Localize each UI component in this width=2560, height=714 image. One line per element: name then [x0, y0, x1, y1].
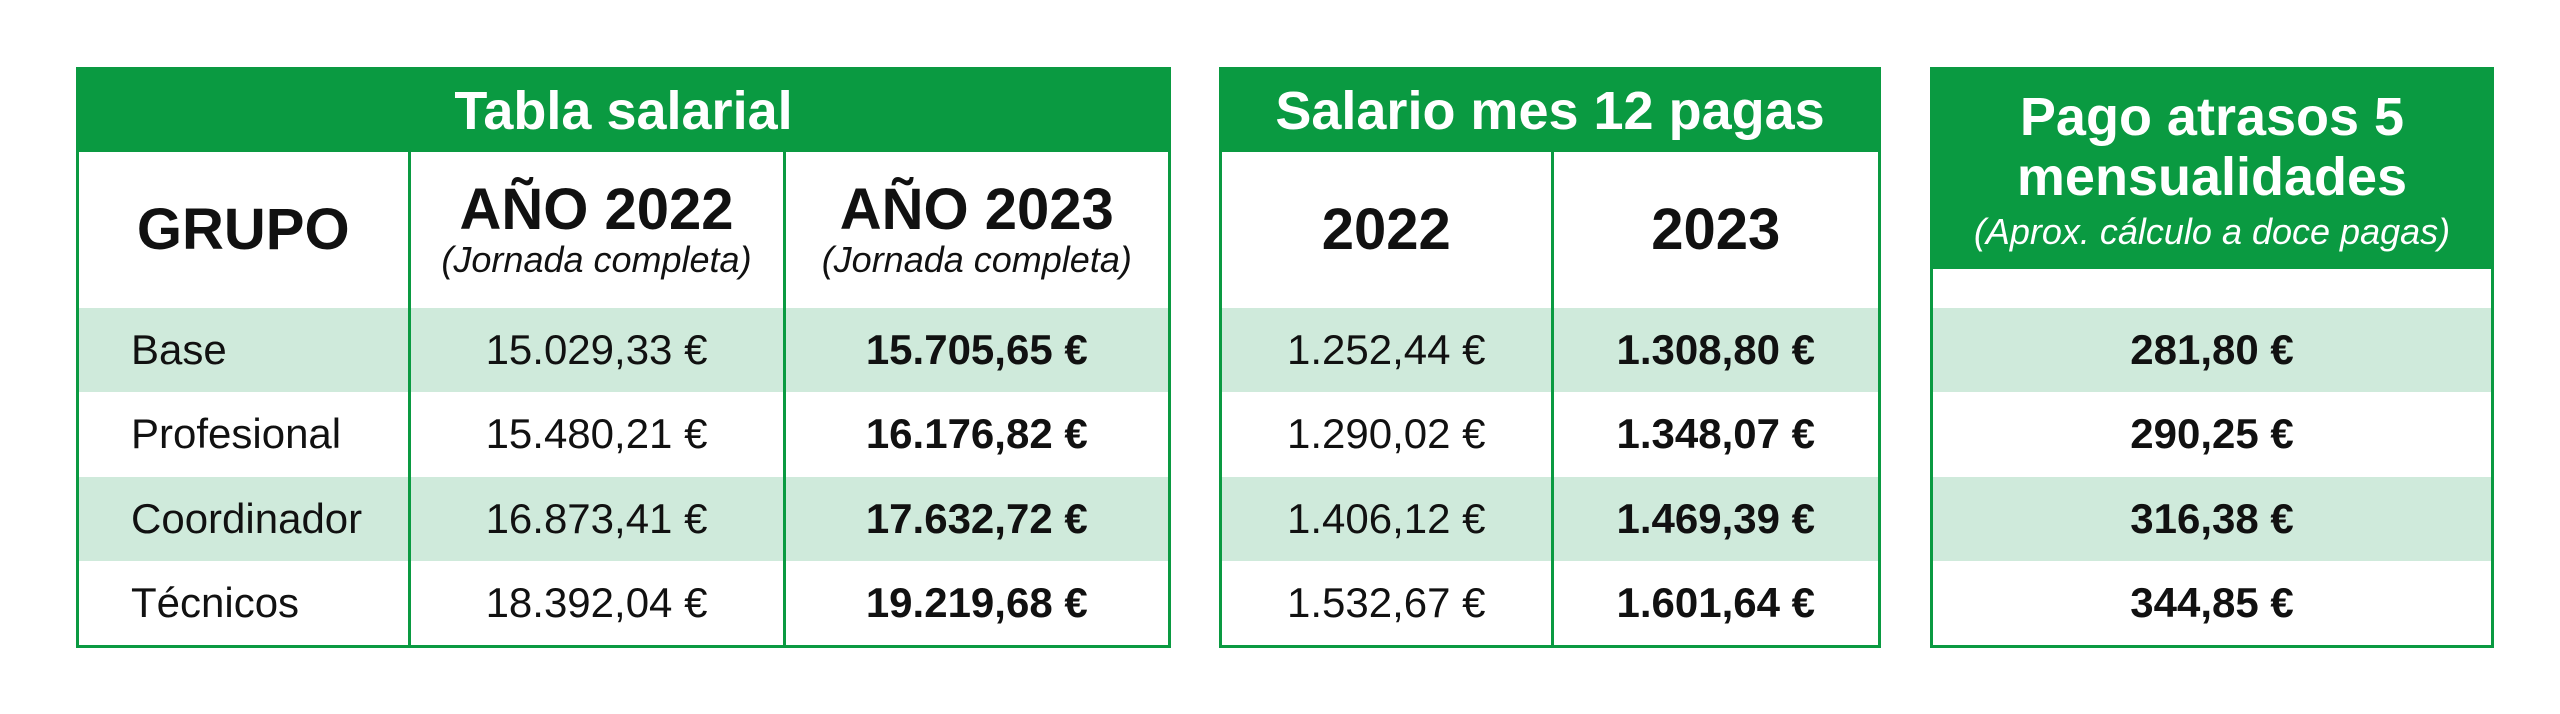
atrasos-cell: 316,38 € [1933, 476, 2491, 561]
mes-2023-header: 2023 [1550, 152, 1878, 309]
table-row: 1.252,44 € 1.308,80 € [1222, 308, 1878, 393]
year-2023-header: AÑO 2023 (Jornada completa) [782, 152, 1169, 309]
salary-2023-cell: 17.632,72 € [782, 476, 1169, 561]
mes-2022-cell: 1.532,67 € [1286, 578, 1486, 626]
mes-2023-cell: 1.348,07 € [1550, 392, 1878, 477]
mes-2022-cell: 1.290,02 € [1286, 410, 1486, 458]
year-2022-header: AÑO 2022 (Jornada completa) [407, 152, 784, 309]
grupo-cell: Base [79, 308, 409, 393]
salary-2023-cell: 19.219,68 € [782, 560, 1169, 645]
table-row: 316,38 € [1933, 476, 2491, 561]
mes-2022-header: 2022 [1321, 197, 1451, 263]
table-row: 290,25 € [1933, 392, 2491, 476]
grupo-cell: Técnicos [131, 578, 300, 626]
table-row: 281,80 € [1933, 308, 2491, 393]
table-row: Coordinador 16.873,41 € 17.632,72 € [79, 476, 1169, 561]
mes-2023-cell: 1.601,64 € [1550, 560, 1878, 645]
table-row: 344,85 € [1933, 561, 2491, 645]
year-2022-label: AÑO 2022 [459, 177, 734, 243]
salario-mes-panel: Salario mes 12 pagas 2022 2023 1.252,44 … [1219, 67, 1881, 648]
pago-atrasos-table: Pago atrasos 5 mensualidades (Aprox. cál… [1933, 70, 2491, 645]
mes-2023-cell: 1.469,39 € [1550, 476, 1878, 561]
atrasos-cell: 281,80 € [1933, 308, 2491, 393]
salario-mes-title: Salario mes 12 pagas [1222, 70, 1878, 153]
table-row: Técnicos 18.392,04 € 19.219,68 € [79, 560, 1169, 645]
salary-2023-cell: 15.705,65 € [782, 308, 1169, 393]
year-2022-sub: (Jornada completa) [441, 239, 752, 281]
salary-2022-cell: 15.029,33 € [407, 308, 784, 393]
pago-atrasos-header: Pago atrasos 5 mensualidades (Aprox. cál… [1933, 70, 2491, 270]
mes-2022-cell: 1.406,12 € [1222, 476, 1552, 561]
table-row: Profesional 15.480,21 € 16.176,82 € [79, 392, 1169, 477]
salary-2022-cell: 15.480,21 € [407, 392, 784, 477]
mes-2022-cell: 1.252,44 € [1222, 308, 1552, 393]
atrasos-cell: 344,85 € [2130, 578, 2294, 626]
tabla-salarial-title: Tabla salarial [79, 70, 1169, 153]
salary-2023-cell: 16.176,82 € [782, 392, 1169, 477]
table-row: 1.406,12 € 1.469,39 € [1222, 476, 1878, 561]
grupo-cell: Profesional [131, 410, 342, 458]
salary-2022-cell: 16.873,41 € [407, 476, 784, 561]
pago-atrasos-panel: Pago atrasos 5 mensualidades (Aprox. cál… [1930, 67, 2494, 648]
tabla-salarial-panel: Tabla salarial GRUPO AÑO 2022 (Jornada c… [76, 67, 1171, 648]
table-row: 1.532,67 € 1.601,64 € [1222, 560, 1878, 645]
grupo-cell: Coordinador [79, 476, 409, 561]
mes-2023-cell: 1.308,80 € [1550, 308, 1878, 393]
salary-2022-cell: 18.392,04 € [407, 560, 784, 645]
spacer [1933, 269, 2491, 308]
year-2023-label: AÑO 2023 [839, 177, 1114, 243]
year-2023-sub: (Jornada completa) [821, 239, 1132, 281]
salario-mes-table: Salario mes 12 pagas 2022 2023 1.252,44 … [1222, 70, 1878, 645]
pago-atrasos-title: Pago atrasos 5 mensualidades [2016, 86, 2408, 207]
pago-atrasos-subtitle: (Aprox. cálculo a doce pagas) [1973, 210, 2451, 252]
table-row: Base 15.029,33 € 15.705,65 € [79, 308, 1169, 393]
atrasos-cell: 290,25 € [2130, 410, 2294, 458]
table-row: 1.290,02 € 1.348,07 € [1222, 392, 1878, 477]
grupo-header: GRUPO [136, 197, 350, 263]
tabla-salarial: Tabla salarial GRUPO AÑO 2022 (Jornada c… [79, 70, 1169, 645]
